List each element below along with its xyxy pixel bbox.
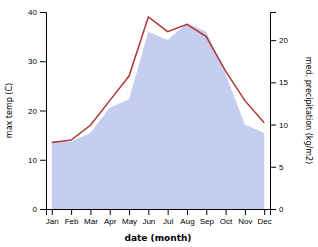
tick-mark (40, 61, 46, 62)
axis-line (271, 13, 277, 210)
tick-mark (187, 209, 188, 215)
tick-label: 0 (33, 205, 38, 214)
chart: Jan Feb Mar Apr May Jun Jul Aug Sep Oct Nov Dec 0 10 2… (0, 0, 318, 247)
tick-mark (270, 40, 276, 41)
plot-area (52, 17, 264, 209)
tick-mark (245, 209, 246, 215)
tick-mark (110, 209, 111, 215)
tick-mark (71, 209, 72, 215)
y-axis-title: max temp (C) (5, 83, 14, 138)
tick-label: Apr (104, 217, 117, 226)
tick-mark (270, 167, 276, 168)
x-tick: Nov (238, 209, 252, 226)
tick-mark (40, 111, 46, 112)
tick-label: Nov (238, 217, 252, 226)
x-tick: Jun (142, 209, 155, 226)
tick-label: 10 (279, 121, 288, 130)
tick-label: Oct (220, 217, 233, 226)
x-tick: Apr (104, 209, 117, 226)
y2-axis-title: med. precipitation (kg/m2) (304, 57, 313, 164)
x-tick: May (122, 209, 137, 226)
tick-mark (270, 82, 276, 83)
y-axis: 0 10 20 30 40 (28, 8, 46, 214)
x-axis: Jan Feb Mar Apr May Jun Jul Aug Sep Oct Nov Dec (46, 209, 272, 226)
tick-mark (129, 209, 130, 215)
tick-label: May (122, 217, 137, 226)
y-axis-tick: 40 (28, 8, 46, 17)
x-tick: Sep (200, 209, 215, 226)
tick-mark (270, 209, 276, 210)
y2-axis-tick: 10 (270, 121, 288, 130)
y-axis-tick: 20 (28, 107, 46, 116)
tick-label: Dec (258, 217, 272, 226)
y2-axis: 0 5 10 15 20 (270, 13, 288, 215)
tick-label: 0 (279, 205, 284, 214)
tick-mark (206, 209, 207, 215)
x-tick: Aug (180, 209, 194, 226)
tick-label: Jan (46, 217, 59, 226)
temperature-line (52, 17, 264, 143)
x-tick: Jul (163, 209, 173, 226)
tick-label: 15 (279, 78, 288, 87)
x-tick: Oct (220, 209, 233, 226)
axis-line (40, 13, 47, 210)
y2-axis-tick: 0 (270, 205, 284, 214)
tick-mark (270, 125, 276, 126)
x-tick: Feb (65, 209, 79, 226)
tick-label: 5 (279, 163, 284, 172)
x-axis-title: date (month) (125, 233, 192, 243)
y2-axis-tick: 15 (270, 78, 288, 87)
precipitation-area (52, 23, 264, 209)
tick-label: 40 (28, 8, 37, 17)
y-axis-tick: 30 (28, 57, 46, 66)
tick-label: Jun (142, 217, 155, 226)
tick-mark (40, 12, 46, 13)
y2-axis-tick: 5 (270, 163, 284, 172)
tick-label: Aug (180, 217, 194, 226)
x-tick: Jan (46, 209, 59, 226)
tick-label: 20 (28, 107, 37, 116)
tick-mark (168, 209, 169, 215)
tick-mark (40, 160, 46, 161)
tick-mark (52, 209, 53, 215)
x-tick: Mar (84, 209, 98, 226)
tick-label: 30 (28, 57, 37, 66)
tick-label: Jul (163, 217, 173, 226)
y-axis-tick: 0 (33, 205, 46, 214)
tick-mark (90, 209, 91, 215)
tick-mark (226, 209, 227, 215)
tick-mark (264, 209, 265, 215)
y2-axis-tick: 20 (270, 36, 288, 45)
tick-label: Feb (65, 217, 79, 226)
axis-line (47, 210, 271, 216)
x-tick: Dec (258, 209, 272, 226)
tick-label: 10 (28, 156, 37, 165)
y-axis-tick: 10 (28, 156, 46, 165)
tick-label: Mar (84, 217, 98, 226)
tick-mark (40, 209, 46, 210)
tick-label: 20 (279, 36, 288, 45)
tick-mark (148, 209, 149, 215)
tick-label: Sep (200, 217, 215, 226)
